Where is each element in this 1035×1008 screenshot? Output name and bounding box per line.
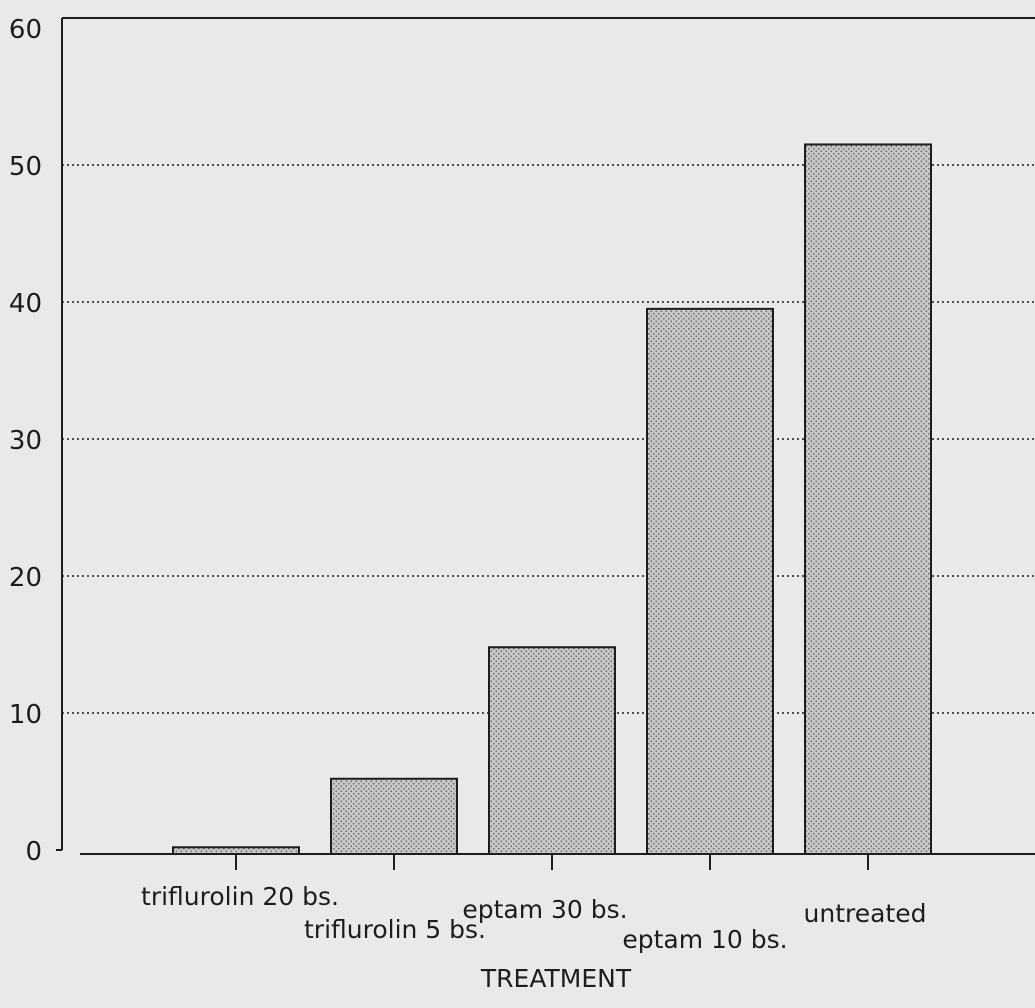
y-tick-label: 30 bbox=[9, 426, 42, 456]
x-tick-label: eptam 10 bs. bbox=[622, 925, 787, 954]
y-tick-label: 20 bbox=[9, 563, 42, 593]
y-tick-label: 60 bbox=[9, 15, 42, 45]
axes bbox=[56, 17, 1035, 870]
bar bbox=[330, 777, 458, 856]
x-tick-label: eptam 30 bs. bbox=[462, 895, 627, 924]
y-tick-label: 0 bbox=[25, 837, 42, 867]
y-tick-labels: 0 10 20 30 40 50 60 bbox=[9, 15, 42, 867]
bar bbox=[172, 846, 300, 856]
x-tick-label: triflurolin 5 bs. bbox=[304, 915, 486, 944]
bar bbox=[804, 143, 932, 855]
bar bbox=[646, 307, 774, 856]
bars bbox=[172, 143, 932, 856]
y-tick-label: 40 bbox=[9, 289, 42, 319]
bar bbox=[488, 646, 616, 855]
x-tick-label: untreated bbox=[804, 899, 927, 928]
x-tick-labels: triflurolin 20 bs.triflurolin 5 bs.eptam… bbox=[141, 882, 926, 954]
x-axis-title: TREATMENT bbox=[480, 964, 632, 993]
y-tick-label: 10 bbox=[9, 700, 42, 730]
y-tick-label: 50 bbox=[9, 152, 42, 182]
x-tick-label: triflurolin 20 bs. bbox=[141, 882, 339, 911]
